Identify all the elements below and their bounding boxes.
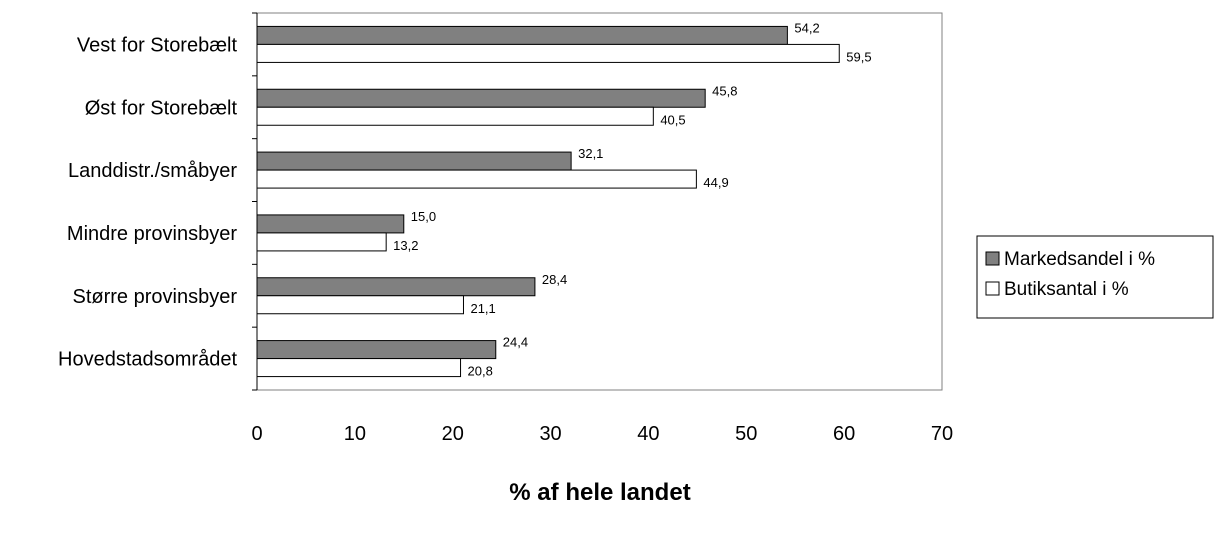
x-tick-label: 70 bbox=[931, 423, 953, 445]
x-tick-labels: 0 10 20 30 40 50 60 70 bbox=[251, 423, 953, 445]
category-label: Mindre provinsbyer bbox=[67, 223, 237, 245]
bars bbox=[256, 25, 840, 378]
legend-swatch bbox=[985, 281, 1000, 296]
x-tick-label: 10 bbox=[344, 423, 366, 445]
data-label: 40,5 bbox=[660, 112, 685, 127]
data-label: 28,4 bbox=[542, 272, 567, 287]
y-axis bbox=[252, 12, 258, 391]
data-label: 20,8 bbox=[468, 364, 493, 379]
data-label: 44,9 bbox=[703, 175, 728, 190]
legend-label: Markedsandel i % bbox=[1004, 249, 1155, 270]
x-tick-label: 60 bbox=[833, 423, 855, 445]
data-label: 54,2 bbox=[794, 20, 819, 35]
category-label: Landdistr./småbyer bbox=[68, 160, 237, 182]
bar bbox=[256, 277, 536, 297]
category-label: Større provinsbyer bbox=[73, 286, 238, 308]
bar bbox=[256, 106, 654, 126]
data-label: 24,4 bbox=[503, 335, 528, 350]
x-tick-label: 20 bbox=[442, 423, 464, 445]
plot-area bbox=[256, 12, 943, 391]
legend: Markedsandel i % Butiksantal i % bbox=[976, 235, 1214, 319]
data-label: 59,5 bbox=[846, 49, 871, 64]
bar bbox=[256, 232, 387, 252]
data-label: 15,0 bbox=[411, 209, 436, 224]
bar bbox=[256, 43, 840, 63]
bar bbox=[256, 358, 462, 378]
bar bbox=[256, 340, 497, 360]
legend-label: Butiksantal i % bbox=[1004, 279, 1129, 300]
data-labels: 54,2 59,5 45,8 40,5 32,1 44,9 15,0 13,2 28,4 21,1… bbox=[393, 20, 871, 378]
data-label: 13,2 bbox=[393, 238, 418, 253]
legend-swatch bbox=[985, 251, 1000, 266]
legend-box bbox=[976, 235, 1214, 319]
bar bbox=[256, 169, 697, 189]
x-tick-label: 50 bbox=[735, 423, 757, 445]
x-axis-title: % af hele landet bbox=[509, 479, 690, 506]
category-label: Vest for Storebælt bbox=[77, 34, 238, 56]
category-label: Øst for Storebælt bbox=[85, 97, 238, 119]
x-tick-label: 40 bbox=[637, 423, 659, 445]
category-label: Hovedstadsområdet bbox=[58, 349, 237, 371]
data-label: 45,8 bbox=[712, 83, 737, 98]
data-label: 32,1 bbox=[578, 146, 603, 161]
bar bbox=[256, 88, 706, 108]
bar bbox=[256, 295, 464, 315]
bar bbox=[256, 25, 788, 45]
x-tick-label: 0 bbox=[251, 423, 262, 445]
bar bbox=[256, 214, 405, 234]
x-tick-label: 30 bbox=[539, 423, 561, 445]
bar bbox=[256, 151, 572, 171]
data-label: 21,1 bbox=[470, 301, 495, 316]
category-labels: Vest for Storebælt Øst for Storebælt Landd… bbox=[58, 34, 237, 370]
